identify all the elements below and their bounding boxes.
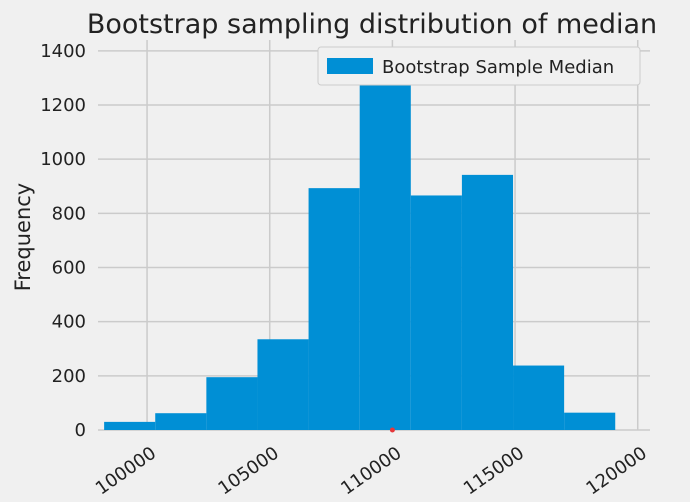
histogram-bar-4 [308,188,360,430]
histogram-bar-6 [410,195,462,430]
histogram-bars [104,57,616,431]
y-tick-label-3: 600 [52,258,86,279]
y-tick-label-6: 1200 [40,95,86,116]
y-tick-labels: 0 200 400 600 800 1000 1200 1400 [40,41,86,441]
y-tick-label-0: 0 [75,420,86,441]
y-tick-label-1: 200 [52,366,86,387]
x-tick-labels: 100000 105000 110000 115000 120000 [92,443,651,500]
x-tick-label-0: 100000 [92,443,160,500]
x-tick-label-1: 105000 [215,443,283,500]
histogram-bar-8 [513,365,565,430]
histogram-bar-9 [564,412,616,430]
legend: Bootstrap Sample Median [317,46,641,86]
y-tick-label-7: 1400 [40,41,86,62]
chart-title: Bootstrap sampling distribution of media… [87,9,657,40]
y-tick-label-4: 800 [52,203,86,224]
legend-box [317,46,641,86]
x-tick-label-4: 120000 [583,443,651,500]
histogram-bar-7 [461,174,514,430]
histogram-bar-2 [206,377,258,430]
histogram-bar-3 [257,339,309,430]
marker-layer [389,427,395,433]
y-tick-label-2: 400 [52,312,86,333]
histogram-bar-1 [155,413,207,430]
x-tick-label-3: 115000 [460,443,528,500]
legend-swatch [327,58,373,74]
histogram-bar-5 [359,57,411,431]
y-tick-label-5: 1000 [40,149,86,170]
median-marker-point [389,427,395,433]
histogram-bar-0 [104,421,156,430]
y-axis-label: Frequency [11,183,35,292]
legend-entry-label: Bootstrap Sample Median [382,57,614,78]
x-tick-label-2: 110000 [337,443,405,500]
